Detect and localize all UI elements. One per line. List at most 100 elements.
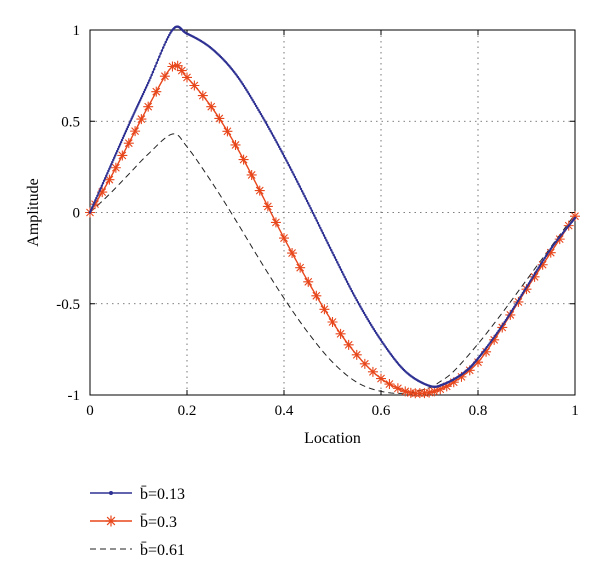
series-point	[351, 292, 355, 295]
series-point	[519, 295, 522, 299]
series-point	[159, 52, 162, 55]
series-point	[285, 159, 288, 162]
series-point	[388, 351, 391, 354]
series-point	[504, 318, 508, 322]
series-point	[302, 192, 305, 195]
series-point	[142, 90, 146, 94]
series-point	[424, 387, 435, 398]
series-point	[503, 320, 506, 324]
series-point	[125, 128, 129, 131]
series-point	[124, 130, 128, 133]
series-point	[150, 73, 153, 77]
series-point	[561, 231, 565, 235]
series-point	[513, 305, 516, 309]
series-point	[235, 74, 238, 77]
series-point	[372, 327, 375, 331]
series-point	[239, 79, 242, 82]
series-point	[554, 234, 565, 245]
series-point	[264, 121, 268, 124]
legend-label: b̄=0.3	[140, 513, 177, 531]
series-point	[230, 139, 241, 150]
series-point	[515, 301, 518, 305]
series-point	[509, 311, 512, 314]
series-point	[550, 246, 554, 249]
series-point	[527, 282, 531, 285]
series-point	[119, 141, 123, 144]
series-point	[148, 79, 151, 82]
series-point	[245, 88, 248, 92]
series-point	[247, 92, 251, 95]
series-point	[136, 105, 139, 108]
series-point	[144, 86, 148, 89]
series-point	[110, 162, 121, 173]
series-point	[489, 334, 500, 345]
series-point	[511, 307, 515, 310]
series-point	[107, 169, 110, 173]
series-point	[149, 76, 152, 80]
series-point	[385, 347, 389, 351]
series-point	[356, 301, 360, 304]
series-point	[319, 304, 330, 315]
series-point	[257, 108, 260, 112]
series-point	[270, 217, 281, 228]
series-point	[510, 309, 514, 312]
series-point	[96, 194, 99, 197]
series-point	[362, 311, 366, 315]
series-point	[327, 317, 338, 327]
series-point	[172, 60, 183, 71]
series-point	[279, 233, 289, 244]
series-point	[163, 43, 166, 46]
series-point	[130, 117, 133, 120]
series-point	[496, 331, 499, 335]
series-point	[246, 169, 257, 180]
series-point	[240, 81, 243, 84]
series-point	[286, 161, 289, 165]
y-tick-label: -0.5	[56, 297, 80, 313]
series-point	[485, 345, 489, 349]
series-point	[373, 329, 377, 333]
series-point	[538, 264, 542, 267]
legend-label: b̄=0.13	[140, 485, 185, 503]
series-point	[499, 326, 503, 329]
series-point	[135, 107, 138, 110]
series-1	[88, 25, 577, 389]
series-point	[94, 199, 97, 202]
series-point	[337, 263, 340, 267]
series-point	[260, 115, 264, 118]
series-point	[282, 154, 286, 158]
x-axis-label: Location	[304, 430, 361, 447]
series-point	[136, 114, 147, 125]
series-point	[158, 55, 161, 58]
series-point	[265, 123, 269, 126]
series-point	[528, 280, 532, 283]
series-point	[387, 349, 390, 352]
series-point	[359, 358, 370, 369]
legend-marker	[105, 515, 117, 527]
series-point	[325, 239, 328, 242]
series-point	[317, 224, 321, 227]
series-point	[246, 90, 249, 94]
legend-item-2: b̄=0.3	[90, 513, 177, 531]
y-axis-label: Amplitude	[25, 178, 42, 246]
series-point	[367, 366, 378, 377]
series-point	[256, 106, 259, 110]
y-tick-label: 0.5	[61, 114, 80, 130]
series-point	[560, 233, 563, 236]
series-point	[366, 317, 369, 321]
series-point	[268, 127, 271, 131]
series-point	[129, 119, 132, 122]
series-point	[139, 97, 143, 100]
series-point	[326, 241, 329, 245]
series-point	[316, 221, 320, 225]
series-point	[481, 346, 492, 357]
series-point	[151, 86, 162, 97]
series-point	[521, 291, 525, 295]
series-point	[299, 187, 303, 191]
y-tick-label: -1	[68, 388, 81, 404]
series-point	[214, 113, 225, 124]
series-point	[167, 61, 178, 72]
series-point	[284, 157, 287, 160]
series-point	[374, 331, 378, 335]
series-point	[537, 266, 540, 269]
series-point	[281, 152, 284, 155]
